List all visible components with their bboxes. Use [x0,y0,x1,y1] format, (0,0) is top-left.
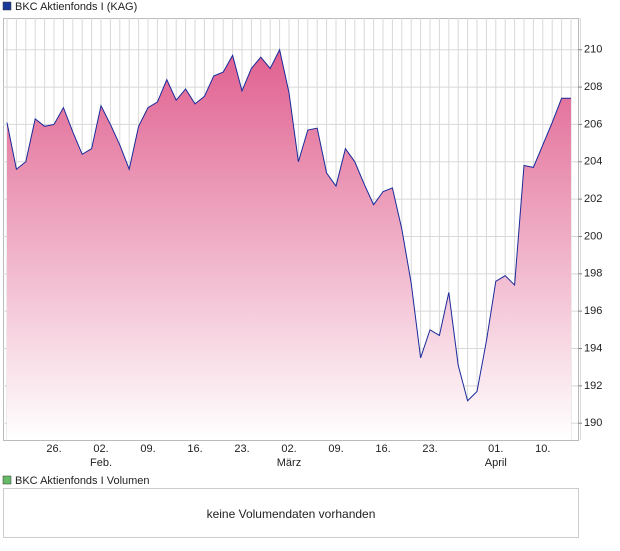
x-month-label: März [277,457,301,469]
plot-frame [3,18,579,441]
y-tick-label: 200 [584,230,602,242]
volume-message: keine Volumendaten vorhanden [207,507,376,521]
x-month-label: April [485,457,507,469]
x-month-label: Feb. [90,457,112,469]
area [7,49,571,441]
y-tick-label: 206 [584,118,602,130]
x-tick-label: 23. [234,443,249,455]
y-tick-label: 198 [584,268,602,280]
x-tick-label: 10. [535,443,550,455]
y-tick-label: 204 [584,156,602,168]
y-tick-label: 202 [584,193,602,205]
volume-panel [3,488,579,538]
x-tick-label: 26. [46,443,61,455]
y-tick-label: 196 [584,305,602,317]
volume-legend-label: BKC Aktienfonds I Volumen [15,475,150,487]
y-tick-label: 192 [584,380,602,392]
x-tick-label: 02. [93,443,108,455]
y-tick-label: 208 [584,81,602,93]
volume-legend-swatch [2,475,12,485]
x-tick-label: 09. [328,443,343,455]
x-tick-label: 01. [488,443,503,455]
x-tick-label: 23. [422,443,437,455]
x-tick-label: 02. [281,443,296,455]
y-tick-label: 194 [584,342,602,354]
x-tick-label: 16. [375,443,390,455]
legend-label: BKC Aktienfonds I (KAG) [15,1,137,13]
x-tick-label: 16. [187,443,202,455]
y-tick-label: 210 [584,44,602,56]
y-tick-label: 190 [584,417,602,429]
line [6,48,571,402]
legend-swatch [2,1,12,11]
x-tick-label: 09. [140,443,155,455]
